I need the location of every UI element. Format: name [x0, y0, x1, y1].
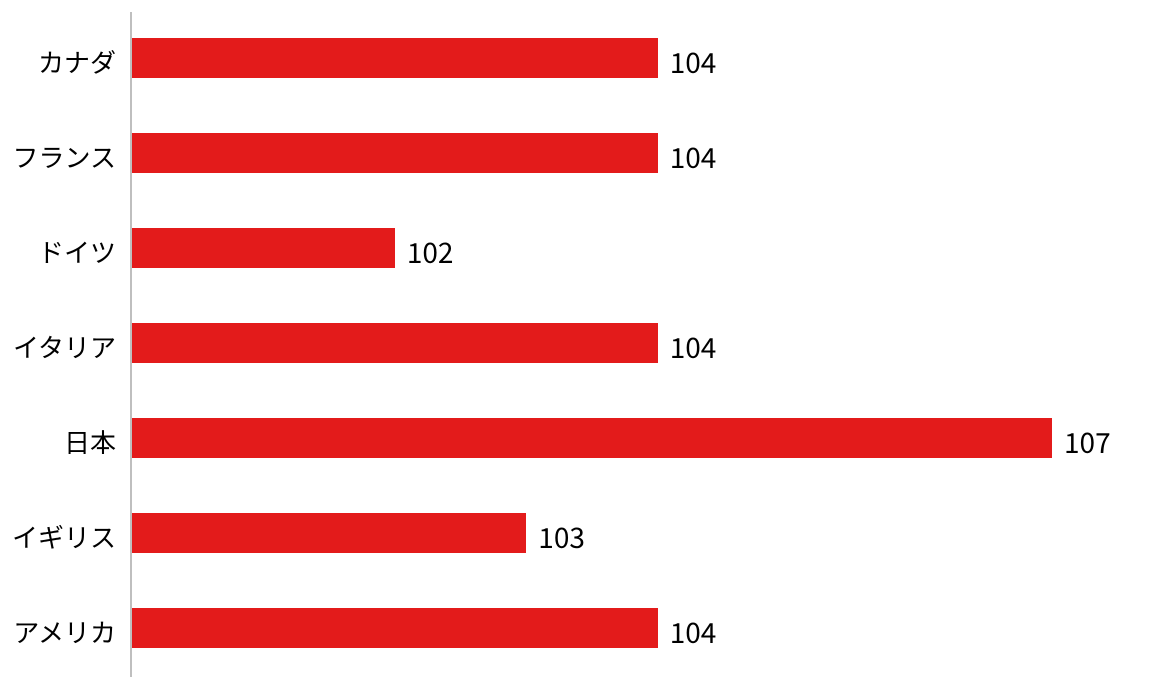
category-label: イギリス	[12, 518, 116, 555]
value-label: 102	[407, 232, 454, 272]
value-label: 104	[670, 327, 717, 367]
value-label: 104	[670, 137, 717, 177]
value-label: 107	[1064, 422, 1111, 462]
value-label: 104	[670, 612, 717, 652]
bar	[132, 323, 658, 363]
bar	[132, 513, 526, 553]
bar	[132, 38, 658, 78]
value-label: 103	[538, 517, 585, 557]
category-label: フランス	[13, 138, 116, 175]
bar	[132, 228, 395, 268]
bar-chart: カナダ 104 フランス 104 ドイツ 102 イタリア 104 日本 107 イギリス 103 アメ…	[0, 0, 1154, 690]
bar	[132, 608, 658, 648]
bar	[132, 418, 1052, 458]
category-label: ドイツ	[38, 233, 116, 270]
value-label: 104	[670, 42, 717, 82]
category-label: アメリカ	[13, 613, 116, 650]
bar	[132, 133, 658, 173]
category-label: カナダ	[38, 43, 116, 80]
category-label: イタリア	[13, 328, 116, 365]
category-label: 日本	[64, 423, 116, 460]
